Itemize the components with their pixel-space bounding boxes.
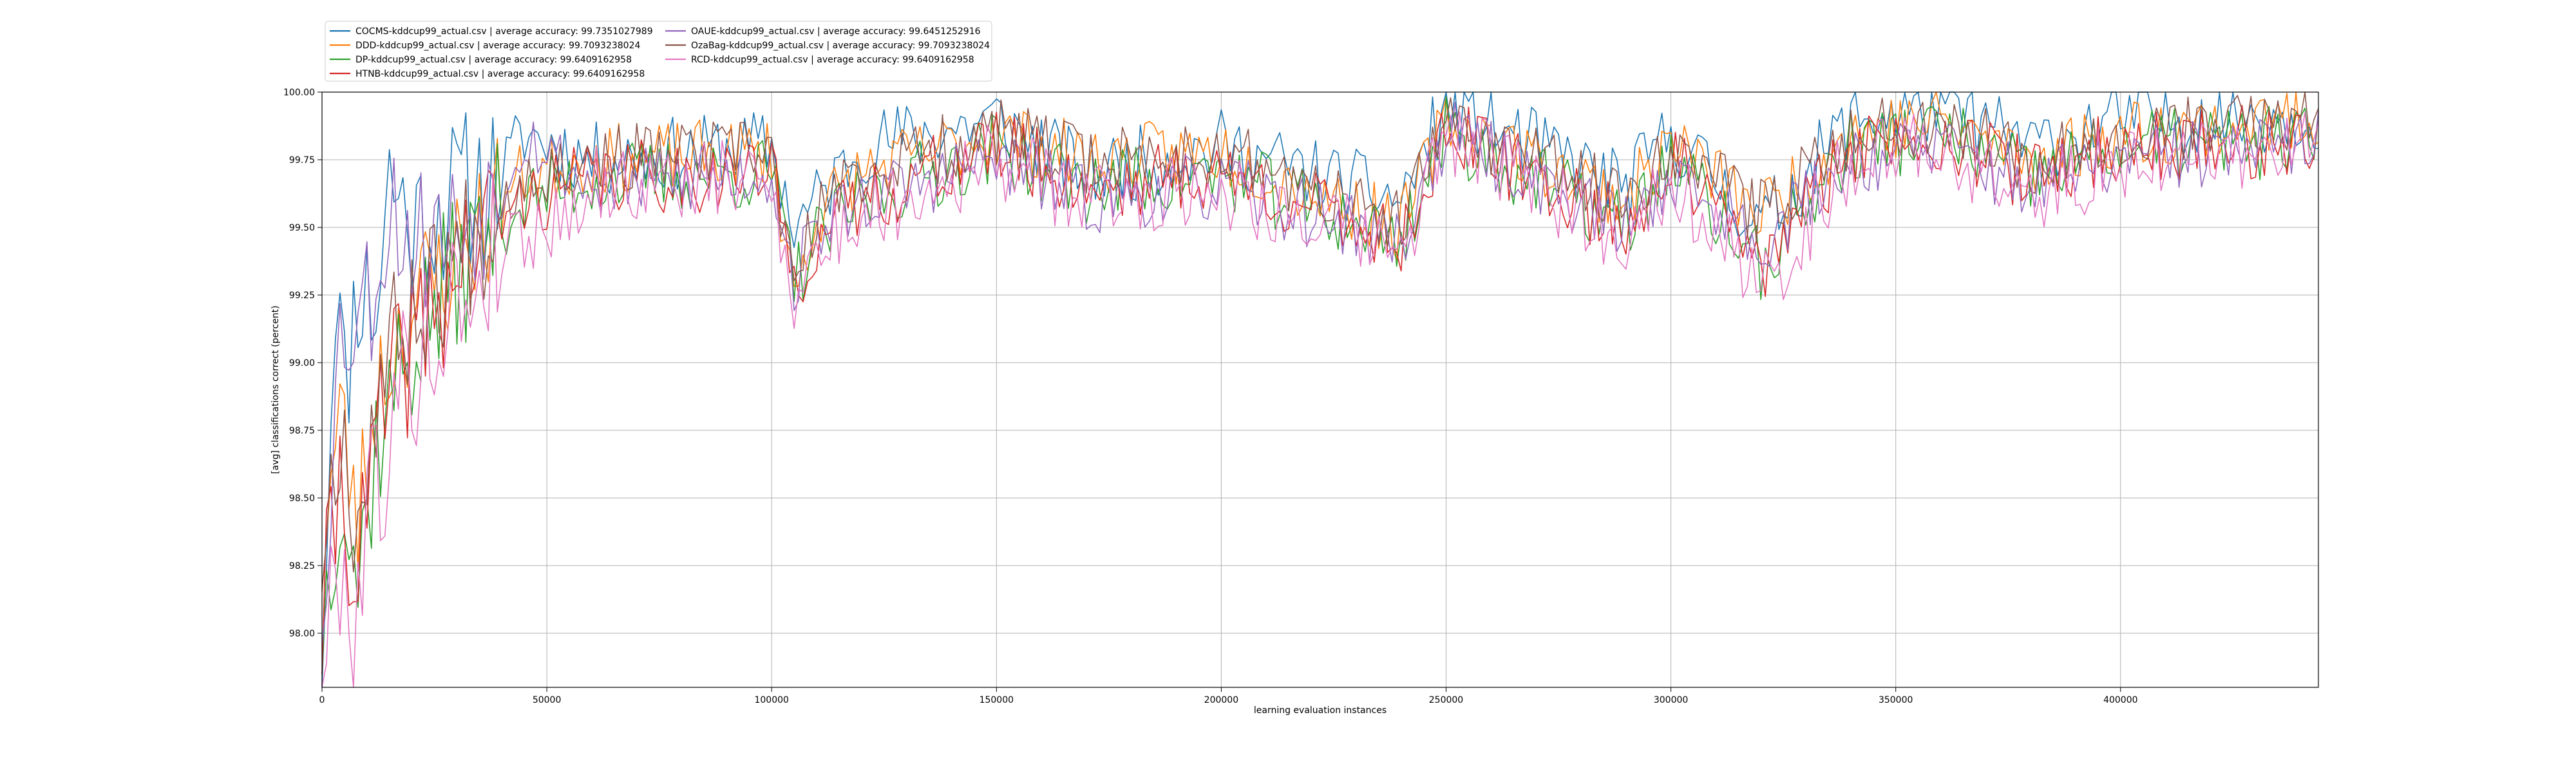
plot-area-frame xyxy=(321,91,2319,688)
y-tick-label: 100.00 xyxy=(283,88,315,98)
x-axis-ticks: 0 50000 100000 150000 200000 250000 300000 3500… xyxy=(319,687,2138,705)
y-axis-label: [avg] classifications correct (percent) xyxy=(270,305,281,473)
legend-label: COCMS-kddcup99_actual.csv | average accu… xyxy=(355,26,653,37)
y-axis-ticks: 98.00 98.25 98.50 98.75 99.00 99.25 99.50 99.75… xyxy=(283,88,322,639)
x-tick-label: 200000 xyxy=(1204,695,1238,705)
series-line xyxy=(321,102,2319,644)
y-tick-label: 99.00 xyxy=(289,358,315,368)
legend: COCMS-kddcup99_actual.csv | average accu… xyxy=(325,21,992,82)
y-tick-label: 98.25 xyxy=(289,561,315,571)
x-tick-label: 0 xyxy=(319,695,325,705)
series-line xyxy=(321,91,2319,589)
legend-label: OzaBag-kddcup99_actual.csv | average acc… xyxy=(691,41,990,51)
x-tick-label: 100000 xyxy=(754,695,788,705)
legend-label: OAUE-kddcup99_actual.csv | average accur… xyxy=(691,26,981,37)
y-tick-label: 99.25 xyxy=(289,291,315,301)
grid xyxy=(321,91,2318,687)
y-tick-label: 98.50 xyxy=(289,493,315,504)
series-line xyxy=(321,91,2319,592)
x-axis-label: learning evaluation instances xyxy=(1254,705,1387,716)
x-tick-label: 250000 xyxy=(1429,695,1463,705)
legend-label: DDD-kddcup99_actual.csv | average accura… xyxy=(355,41,641,51)
legend-box xyxy=(325,21,992,82)
y-tick-label: 99.50 xyxy=(289,223,315,233)
y-tick-label: 99.75 xyxy=(289,155,315,166)
x-tick-label: 50000 xyxy=(533,695,562,705)
series-lines xyxy=(321,91,2319,688)
legend-label: DP-kddcup99_actual.csv | average accurac… xyxy=(355,55,632,65)
series-line xyxy=(321,111,2319,688)
legend-label: HTNB-kddcup99_actual.csv | average accur… xyxy=(355,69,645,79)
x-tick-label: 300000 xyxy=(1654,695,1688,705)
x-tick-label: 350000 xyxy=(1879,695,1913,705)
y-tick-label: 98.00 xyxy=(289,629,315,639)
x-tick-label: 400000 xyxy=(2103,695,2137,705)
legend-label: RCD-kddcup99_actual.csv | average accura… xyxy=(691,55,974,65)
x-tick-label: 150000 xyxy=(980,695,1014,705)
y-tick-label: 98.75 xyxy=(289,426,315,436)
